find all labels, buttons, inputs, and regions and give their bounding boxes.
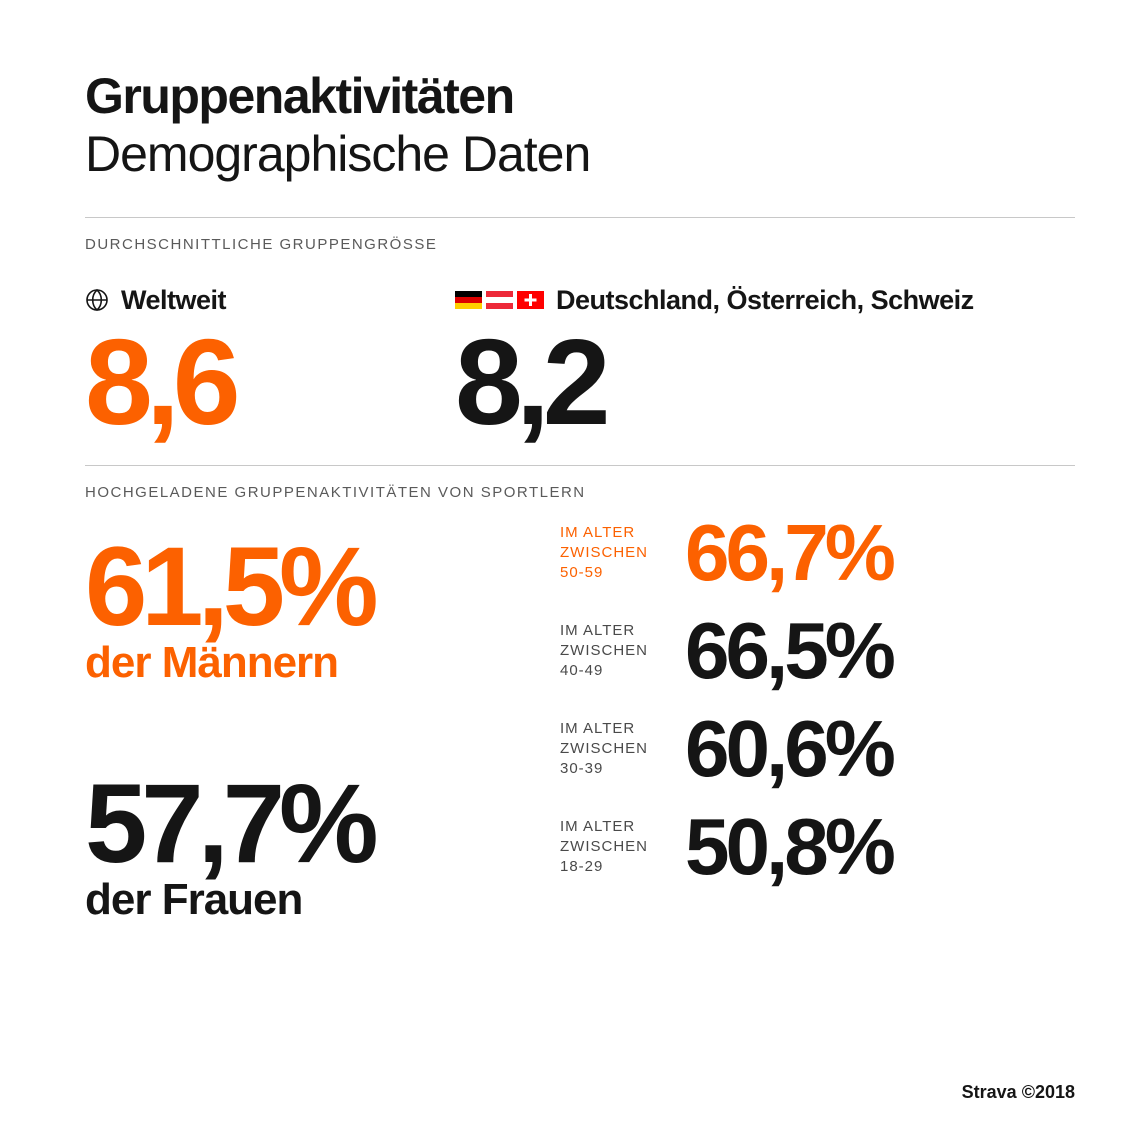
age-row: IM ALTERZWISCHEN18-2950,8% (560, 813, 1075, 881)
women-percentage: 57,7% (85, 774, 560, 875)
age-row: IM ALTERZWISCHEN50-5966,7% (560, 519, 1075, 587)
divider (85, 465, 1075, 466)
globe-icon (85, 288, 109, 312)
dach-title: Deutschland, Österreich, Schweiz (556, 285, 974, 316)
age-range-label: IM ALTERZWISCHEN40-49 (560, 621, 685, 682)
page-title: Gruppenaktivitäten (85, 70, 1075, 123)
dach-value: 8,2 (455, 328, 1075, 438)
footer-credit: Strava ©2018 (962, 1082, 1075, 1103)
worldwide-title: Weltweit (121, 285, 226, 316)
flags (455, 291, 544, 309)
flag-germany-icon (455, 291, 482, 309)
age-range-label: IM ALTERZWISCHEN50-59 (560, 523, 685, 584)
age-range-label: IM ALTERZWISCHEN30-39 (560, 719, 685, 780)
gender-column: 61,5% der Männern 57,7% der Frauen (85, 519, 560, 925)
flag-austria-icon (486, 291, 513, 309)
flag-switzerland-icon (517, 291, 544, 309)
demographics-row: 61,5% der Männern 57,7% der Frauen IM AL… (85, 519, 1075, 925)
group-size-row: Weltweit 8,6 (85, 285, 1075, 438)
worldwide-value: 8,6 (85, 328, 455, 438)
section1-label: DURCHSCHNITTLICHE GRUPPENGRÖSSE (85, 236, 1075, 253)
dach-block: Deutschland, Österreich, Schweiz 8,2 (455, 285, 1075, 438)
age-percentage: 66,5% (685, 617, 892, 685)
page-subtitle: Demographische Daten (85, 125, 1075, 183)
age-percentage: 60,6% (685, 715, 892, 783)
men-label: der Männern (85, 638, 560, 688)
worldwide-block: Weltweit 8,6 (85, 285, 455, 438)
age-percentage: 50,8% (685, 813, 892, 881)
age-row: IM ALTERZWISCHEN40-4966,5% (560, 617, 1075, 685)
age-range-label: IM ALTERZWISCHEN18-29 (560, 817, 685, 878)
men-percentage: 61,5% (85, 537, 560, 638)
age-column: IM ALTERZWISCHEN50-5966,7%IM ALTERZWISCH… (560, 519, 1075, 925)
age-percentage: 66,7% (685, 519, 892, 587)
section2-label: HOCHGELADENE GRUPPENAKTIVITÄTEN VON SPOR… (85, 484, 1075, 501)
divider (85, 217, 1075, 218)
age-row: IM ALTERZWISCHEN30-3960,6% (560, 715, 1075, 783)
